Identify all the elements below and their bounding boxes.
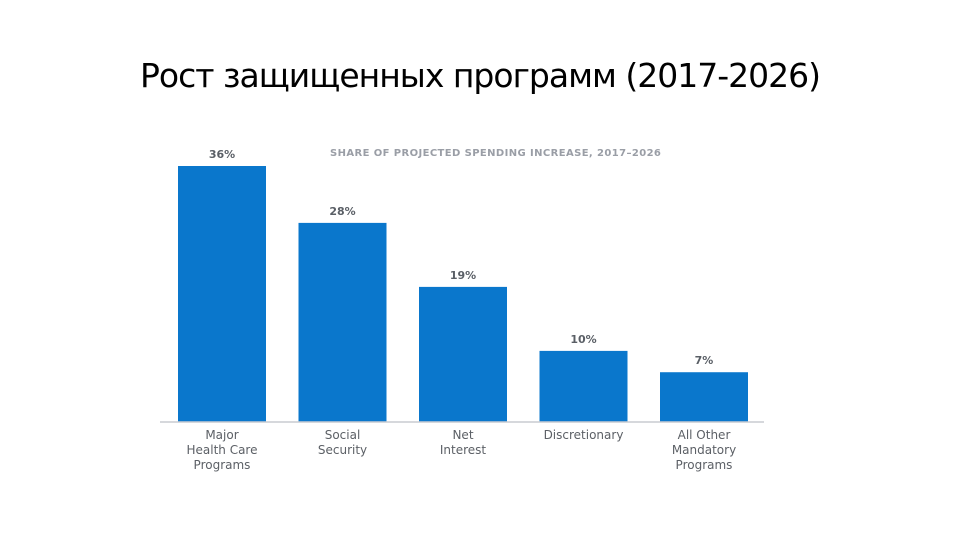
- category-label: Discretionary: [544, 428, 624, 442]
- data-label: 7%: [695, 354, 714, 367]
- bar: [298, 222, 387, 422]
- category-label: Mandatory: [672, 443, 736, 457]
- category-label: Programs: [676, 458, 733, 472]
- data-label: 19%: [450, 269, 476, 282]
- chart-subtitle: SHARE OF PROJECTED SPENDING INCREASE, 20…: [330, 148, 661, 159]
- data-label: 28%: [329, 205, 355, 218]
- category-label: All Other: [678, 428, 731, 442]
- category-label: Programs: [194, 458, 251, 472]
- data-label: 10%: [570, 333, 596, 346]
- chart-container: SHARE OF PROJECTED SPENDING INCREASE, 20…: [160, 130, 770, 490]
- category-label: Net: [452, 428, 473, 442]
- category-label: Major: [205, 428, 238, 442]
- bars-layer: [178, 166, 748, 422]
- category-label: Interest: [440, 443, 487, 457]
- bar: [539, 350, 628, 422]
- category-label: Social: [325, 428, 361, 442]
- category-label: Health Care: [186, 443, 257, 457]
- slide-title: Рост защищенных программ (2017-2026): [140, 56, 821, 95]
- data-label: 36%: [209, 148, 235, 161]
- bar: [178, 166, 266, 422]
- bar-chart: SHARE OF PROJECTED SPENDING INCREASE, 20…: [160, 148, 764, 472]
- category-label: Security: [318, 443, 367, 457]
- bar: [419, 286, 507, 422]
- bar: [660, 372, 748, 422]
